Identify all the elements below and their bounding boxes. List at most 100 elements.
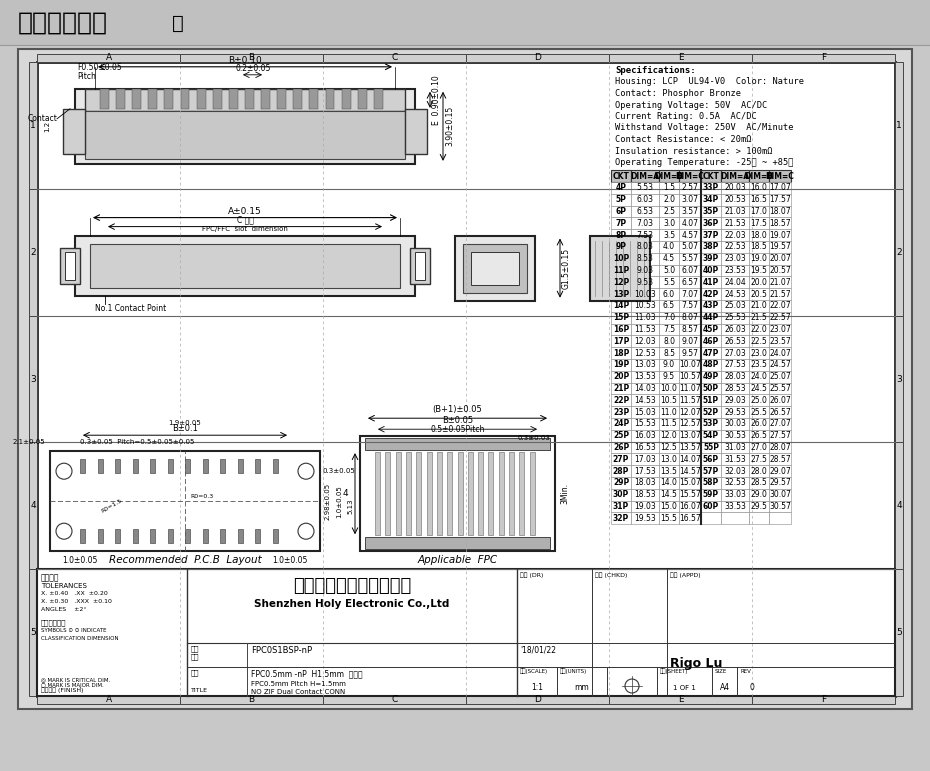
Bar xyxy=(721,359,749,371)
Bar xyxy=(659,194,679,206)
Bar xyxy=(749,311,769,324)
Bar xyxy=(530,453,535,535)
Bar xyxy=(75,89,415,163)
Text: 7.57: 7.57 xyxy=(682,301,698,311)
Text: 6.07: 6.07 xyxy=(682,266,698,275)
Text: E: E xyxy=(678,695,684,705)
Bar xyxy=(611,453,631,465)
Bar xyxy=(509,453,514,535)
Text: 15P: 15P xyxy=(613,313,629,322)
Text: 16.53: 16.53 xyxy=(634,443,656,452)
Text: E: E xyxy=(678,53,684,62)
Text: 37P: 37P xyxy=(703,231,719,240)
Text: 11.03: 11.03 xyxy=(634,313,656,322)
Text: CLASSIFICATION DIMENSION: CLASSIFICATION DIMENSION xyxy=(41,636,119,641)
Text: 1.2: 1.2 xyxy=(44,121,50,132)
Text: R0=1.5: R0=1.5 xyxy=(100,498,123,514)
Bar xyxy=(701,253,721,264)
Bar xyxy=(132,529,138,544)
Text: CKT: CKT xyxy=(613,172,630,180)
Bar xyxy=(701,453,721,465)
Text: 1: 1 xyxy=(30,121,36,130)
Bar xyxy=(701,241,721,253)
Text: 10.0: 10.0 xyxy=(660,384,677,393)
Bar xyxy=(721,324,749,335)
Text: 22.57: 22.57 xyxy=(769,313,790,322)
Text: 57P: 57P xyxy=(703,466,719,476)
Bar xyxy=(85,111,405,159)
Bar xyxy=(80,529,85,544)
Bar xyxy=(360,436,555,551)
Text: 13.03: 13.03 xyxy=(634,360,656,369)
Text: (B+1)±0.05: (B+1)±0.05 xyxy=(432,406,483,414)
Text: DIM=A: DIM=A xyxy=(631,172,659,180)
Bar xyxy=(590,236,650,301)
Bar xyxy=(721,406,749,418)
Text: D: D xyxy=(534,53,541,62)
Bar xyxy=(631,442,659,453)
Bar xyxy=(721,264,749,276)
Text: 23.5: 23.5 xyxy=(751,360,767,369)
Bar xyxy=(80,460,85,473)
Text: B: B xyxy=(248,695,255,705)
Bar xyxy=(659,241,679,253)
Bar xyxy=(659,429,679,442)
Text: 16.07: 16.07 xyxy=(679,502,701,511)
Bar xyxy=(769,194,791,206)
Bar xyxy=(237,529,243,544)
Text: 58P: 58P xyxy=(703,478,719,487)
Bar xyxy=(749,300,769,311)
Bar xyxy=(701,264,721,276)
Bar xyxy=(611,217,631,229)
Text: 34P: 34P xyxy=(703,195,719,204)
Bar xyxy=(895,443,903,569)
Text: 25.53: 25.53 xyxy=(724,313,746,322)
Bar xyxy=(148,89,157,109)
Text: 53P: 53P xyxy=(703,419,719,429)
Text: NO ZIF Dual Contact CONN: NO ZIF Dual Contact CONN xyxy=(251,689,345,695)
Text: 22.07: 22.07 xyxy=(769,301,790,311)
Text: 19.03: 19.03 xyxy=(634,502,656,511)
Bar xyxy=(749,264,769,276)
Bar xyxy=(679,276,701,288)
Text: 26P: 26P xyxy=(613,443,629,452)
Bar xyxy=(631,170,659,182)
Text: 19.53: 19.53 xyxy=(634,513,656,523)
Bar xyxy=(701,382,721,395)
Text: 8.5: 8.5 xyxy=(663,348,675,358)
Bar xyxy=(721,395,749,406)
Bar xyxy=(701,359,721,371)
Bar xyxy=(679,324,701,335)
Bar xyxy=(365,537,550,549)
Bar xyxy=(98,529,102,544)
Bar xyxy=(237,460,243,473)
Bar xyxy=(701,513,721,524)
Bar xyxy=(749,253,769,264)
Text: 5.0: 5.0 xyxy=(663,266,675,275)
Text: 19.07: 19.07 xyxy=(769,231,790,240)
Text: 6.03: 6.03 xyxy=(636,195,654,204)
Bar xyxy=(679,241,701,253)
Text: FPC0.5mm Pitch H=1.5mm: FPC0.5mm Pitch H=1.5mm xyxy=(251,681,346,687)
Bar xyxy=(769,311,791,324)
Bar xyxy=(427,453,432,535)
Bar xyxy=(415,251,425,280)
Bar xyxy=(611,264,631,276)
Bar xyxy=(611,513,631,524)
Bar xyxy=(29,315,37,443)
Bar xyxy=(37,54,180,62)
Bar xyxy=(358,89,366,109)
Text: Operating Voltage: 50V  AC/DC: Operating Voltage: 50V AC/DC xyxy=(615,100,767,109)
Text: 表面处理 (FINISH): 表面处理 (FINISH) xyxy=(41,688,84,693)
Text: 0.3±0.05: 0.3±0.05 xyxy=(323,468,355,473)
Bar xyxy=(721,206,749,217)
Bar xyxy=(277,89,286,109)
Bar xyxy=(167,460,172,473)
Text: 17.0: 17.0 xyxy=(751,207,767,216)
Text: 14.07: 14.07 xyxy=(679,455,701,464)
Text: B±0.05: B±0.05 xyxy=(442,416,473,425)
Bar xyxy=(631,347,659,359)
Bar xyxy=(769,513,791,524)
Text: 2: 2 xyxy=(30,247,36,257)
Text: 14.0: 14.0 xyxy=(660,478,677,487)
